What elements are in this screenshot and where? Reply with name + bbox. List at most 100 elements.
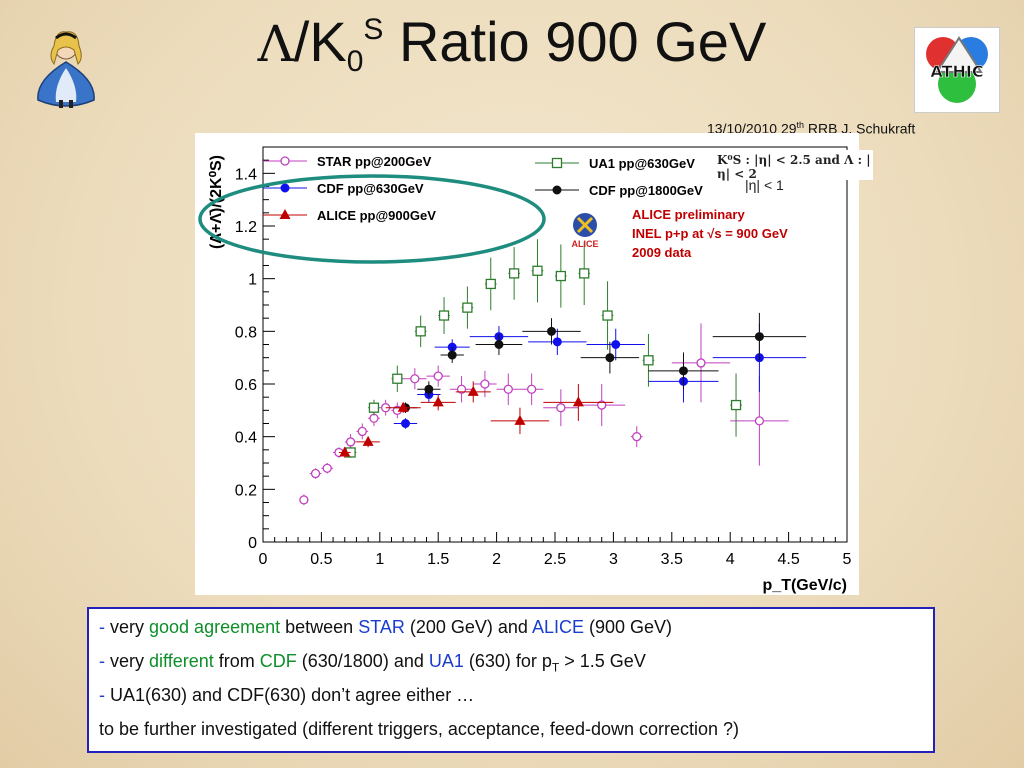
- data-point: [467, 385, 479, 396]
- x-tick-label: 1.5: [427, 551, 449, 568]
- data-point: [597, 400, 607, 410]
- data-point: [754, 416, 765, 426]
- data-point: [555, 270, 566, 282]
- note-highlight: ALICE: [531, 617, 584, 637]
- data-point: [572, 396, 584, 407]
- legend-label: CDF pp@630GeV: [317, 181, 424, 196]
- data-point: [362, 435, 374, 446]
- legend-label: UA1 pp@630GeV: [589, 156, 695, 171]
- data-point: [546, 326, 556, 336]
- note-highlight: UA1: [428, 651, 464, 671]
- data-point: [357, 426, 367, 437]
- data-point: [438, 310, 450, 321]
- x-axis-label: p_T(GeV/c): [763, 577, 847, 594]
- data-point: [526, 384, 537, 394]
- data-point: [447, 350, 457, 360]
- title-lambda: Λ: [257, 15, 294, 73]
- data-point: [643, 355, 654, 366]
- data-point: [400, 419, 410, 428]
- note-text: (200 GeV) and: [404, 617, 532, 637]
- data-point: [508, 268, 520, 279]
- chart-marks: [299, 239, 807, 506]
- data-point: [605, 353, 615, 363]
- data-point: [611, 340, 621, 349]
- title-rest: Ratio 900 GeV: [398, 10, 767, 73]
- data-point: [397, 401, 409, 412]
- alice-logo: ALICE: [572, 213, 599, 249]
- alice-in-wonderland-logo: [37, 31, 95, 108]
- annotation-line-3: 2009 data: [632, 245, 692, 260]
- athic-logo: ATHIC: [914, 27, 1000, 113]
- meta-date: 13/10/2010 29: [707, 120, 797, 137]
- meta-rest: RRB J. Schukraft: [804, 120, 916, 137]
- x-tick-label: 3.5: [661, 551, 683, 568]
- data-point: [462, 302, 473, 313]
- data-point: [280, 183, 290, 193]
- y-tick-label: 0: [248, 535, 257, 552]
- data-point: [532, 265, 543, 276]
- note-highlight: CDF: [259, 651, 297, 671]
- data-point: [503, 384, 513, 394]
- y-tick-label: 1: [248, 272, 257, 289]
- note-text: very: [105, 651, 150, 671]
- series-0: [299, 323, 789, 506]
- slide-title: Λ/K0S Ratio 900 GeV: [0, 14, 1024, 77]
- data-point: [494, 340, 504, 349]
- note-text: from: [213, 651, 260, 671]
- data-point: [696, 358, 706, 368]
- y-tick-label: 0.4: [235, 430, 257, 447]
- bullet-dash: -: [99, 617, 105, 637]
- data-point: [579, 268, 590, 279]
- note-line-1: - very good agreement between STAR (200 …: [99, 617, 672, 638]
- data-point: [339, 446, 351, 457]
- data-point: [432, 396, 444, 407]
- legend-label: ALICE pp@900GeV: [317, 208, 436, 223]
- legend-label: STAR pp@200GeV: [317, 154, 432, 169]
- note-text: very: [105, 617, 150, 637]
- x-tick-label: 3: [609, 551, 618, 568]
- data-point: [424, 384, 434, 394]
- note-text: (630) for p: [463, 651, 552, 671]
- data-point: [279, 209, 291, 219]
- x-tick-label: 0: [259, 551, 268, 568]
- note-line-4: to be further investigated (different tr…: [99, 719, 739, 740]
- note-highlight: good agreement: [149, 617, 281, 637]
- chart-annotation: ALICE ALICE preliminary INEL p+p at √s =…: [198, 174, 788, 264]
- data-point: [368, 402, 380, 413]
- series-1: [344, 239, 742, 458]
- series-2: [393, 323, 807, 429]
- data-point: [602, 310, 613, 321]
- ratio-chart: 0 0.5 1 1.5 2 2.5 3 3.5 4 4.5 5 0 0.2 0.4 0.6 0.8 1 1.2 1.…: [198, 146, 852, 594]
- y-tick-label: 1.2: [235, 219, 257, 236]
- note-subscript: T: [551, 660, 560, 675]
- bullet-dash: -: [99, 685, 105, 705]
- title-sup: S: [363, 13, 384, 46]
- data-point: [552, 185, 562, 195]
- x-tick-label: 0.5: [310, 551, 332, 568]
- legend-label: CDF pp@1800GeV: [589, 183, 703, 198]
- data-point: [551, 157, 563, 169]
- series-4: [338, 381, 614, 458]
- x-tick-label: 5: [843, 551, 852, 568]
- title-slash: /K: [293, 10, 347, 73]
- data-point: [392, 373, 403, 384]
- data-point: [299, 495, 309, 505]
- x-tick-label: 4: [726, 551, 735, 568]
- x-tick-label: 4.5: [777, 551, 799, 568]
- data-point: [485, 278, 496, 290]
- data-point: [480, 379, 490, 389]
- athic-logo-text: ATHIC: [930, 62, 983, 81]
- chart-panel: 0 0.5 1 1.5 2 2.5 3 3.5 4 4.5 5 0 0.2 0.4 0.6 0.8 1 1.2 1.…: [195, 133, 859, 595]
- meta-line: 13/10/2010 29th RRB J. Schukraft: [707, 120, 915, 137]
- data-point: [280, 156, 290, 166]
- athic-logo-graphic: ATHIC: [926, 36, 988, 103]
- x-tick-label: 2.5: [544, 551, 566, 568]
- note-text: (900 GeV): [583, 617, 673, 637]
- annotation-line-2: INEL p+p at √s = 900 GeV: [632, 226, 788, 241]
- data-point: [678, 366, 688, 376]
- chart-legend: STAR pp@200GeV UA1 pp@630GeV CDF pp@630GeV…: [263, 154, 703, 223]
- svg-text:ALICE: ALICE: [572, 239, 599, 249]
- data-point: [754, 332, 764, 342]
- data-point: [433, 371, 443, 381]
- y-tick-label: 0.2: [235, 482, 257, 499]
